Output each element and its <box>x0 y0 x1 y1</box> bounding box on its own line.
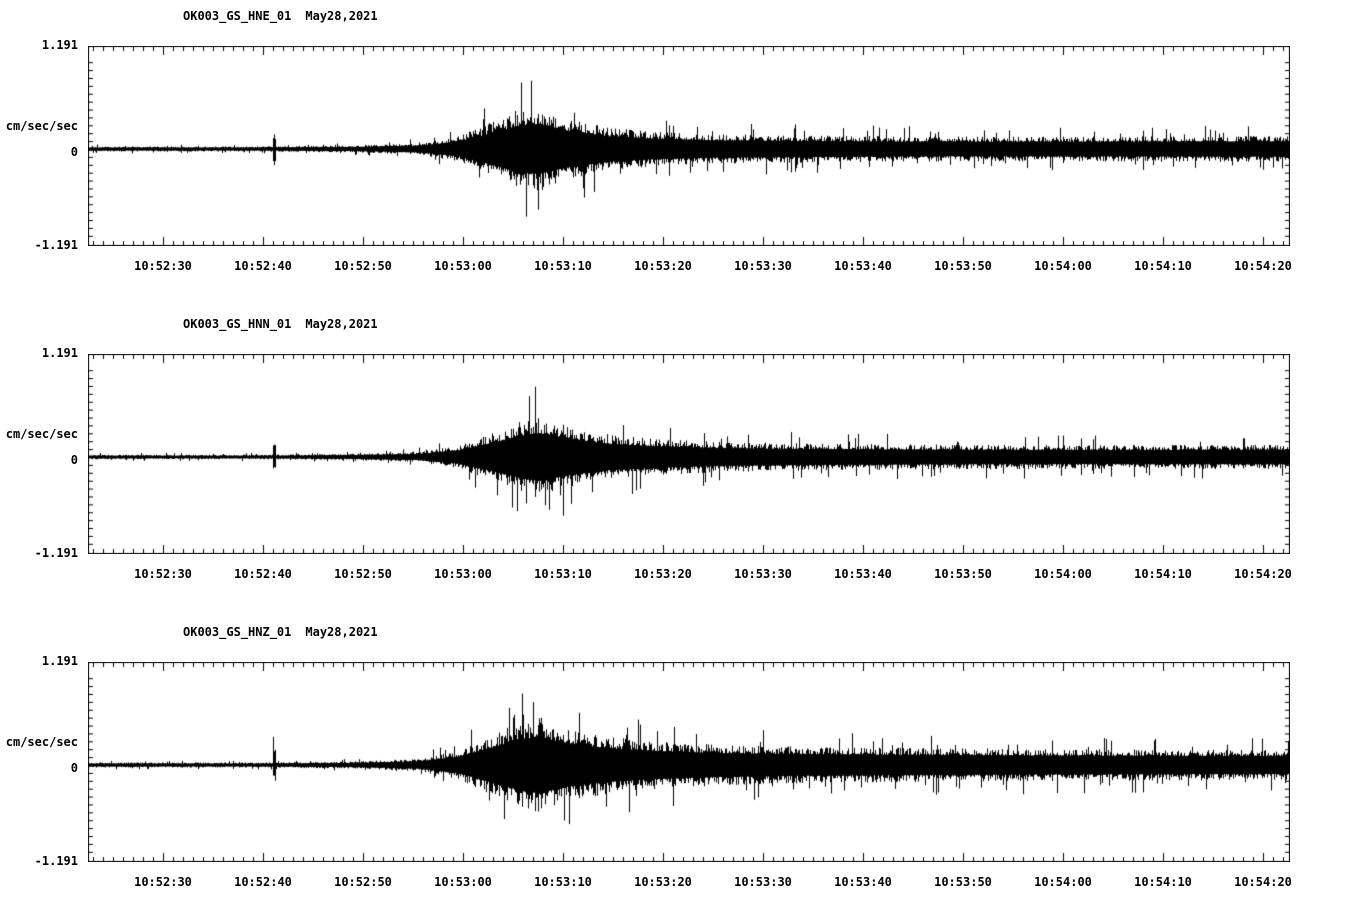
x-tick-label: 10:53:50 <box>934 259 992 273</box>
x-tick-label: 10:52:50 <box>334 567 392 581</box>
x-tick-label: 10:54:10 <box>1134 875 1192 889</box>
x-tick-label: 10:54:20 <box>1234 567 1292 581</box>
y-zero-label: 0 <box>70 761 78 775</box>
y-zero-label: 0 <box>70 453 78 467</box>
x-tick-label: 10:52:30 <box>134 875 192 889</box>
x-tick-label: 10:53:20 <box>634 567 692 581</box>
x-tick-label: 10:52:30 <box>134 567 192 581</box>
x-tick-label: 10:54:10 <box>1134 567 1192 581</box>
station-channel-label: OK003_GS_HNZ_01 <box>183 625 292 639</box>
x-tick-label: 10:54:10 <box>1134 259 1192 273</box>
x-tick-label: 10:53:40 <box>834 875 892 889</box>
x-tick-label: 10:53:00 <box>434 567 492 581</box>
seismogram-canvas <box>88 46 1290 246</box>
x-tick-label: 10:54:20 <box>1234 259 1292 273</box>
x-tick-label: 10:54:00 <box>1034 875 1092 889</box>
x-tick-label: 10:53:10 <box>534 875 592 889</box>
x-tick-label: 10:52:40 <box>234 567 292 581</box>
date-label: May28,2021 <box>305 317 378 331</box>
date-label: May28,2021 <box>305 625 378 639</box>
seismogram-panel-hne: OK003_GS_HNE_01 May28,2021 1.191 cm/sec/s… <box>0 0 1358 308</box>
x-tick-label: 10:54:20 <box>1234 875 1292 889</box>
x-tick-label: 10:53:00 <box>434 875 492 889</box>
station-channel-label: OK003_GS_HNE_01 <box>183 9 292 23</box>
y-max-label: 1.191 <box>41 654 78 668</box>
seismogram-panel-hnn: OK003_GS_HNN_01 May28,2021 1.191 cm/sec/s… <box>0 308 1358 616</box>
seismogram-canvas <box>88 662 1290 862</box>
panel-title: OK003_GS_HNN_01 May28,2021 <box>183 317 378 331</box>
date-label: May28,2021 <box>305 9 378 23</box>
seismogram-canvas <box>88 354 1290 554</box>
x-tick-label: 10:53:50 <box>934 875 992 889</box>
x-tick-label: 10:52:50 <box>334 875 392 889</box>
station-channel-label: OK003_GS_HNN_01 <box>183 317 292 331</box>
x-tick-label: 10:53:40 <box>834 567 892 581</box>
x-tick-label: 10:52:40 <box>234 259 292 273</box>
y-min-label: -1.191 <box>34 854 78 868</box>
panel-title: OK003_GS_HNE_01 May28,2021 <box>183 9 378 23</box>
x-tick-label: 10:54:00 <box>1034 259 1092 273</box>
y-min-label: -1.191 <box>34 238 78 252</box>
x-tick-label: 10:52:30 <box>134 259 192 273</box>
y-zero-label: 0 <box>70 145 78 159</box>
seismogram-panel-hnz: OK003_GS_HNZ_01 May28,2021 1.191 cm/sec/s… <box>0 616 1358 924</box>
x-tick-label: 10:54:00 <box>1034 567 1092 581</box>
x-tick-label: 10:53:30 <box>734 259 792 273</box>
x-tick-label: 10:53:30 <box>734 875 792 889</box>
y-max-label: 1.191 <box>41 346 78 360</box>
y-axis-units-label: cm/sec/sec <box>5 735 78 749</box>
panel-title: OK003_GS_HNZ_01 May28,2021 <box>183 625 378 639</box>
x-tick-label: 10:52:50 <box>334 259 392 273</box>
y-axis-units-label: cm/sec/sec <box>5 427 78 441</box>
x-tick-label: 10:53:10 <box>534 567 592 581</box>
y-min-label: -1.191 <box>34 546 78 560</box>
x-tick-label: 10:53:40 <box>834 259 892 273</box>
y-axis-units-label: cm/sec/sec <box>5 119 78 133</box>
x-tick-label: 10:53:00 <box>434 259 492 273</box>
x-tick-label: 10:53:30 <box>734 567 792 581</box>
x-tick-label: 10:53:10 <box>534 259 592 273</box>
x-tick-label: 10:52:40 <box>234 875 292 889</box>
x-axis-labels: 10:52:30 10:52:40 10:52:50 10:53:00 10:53:10… <box>0 259 1358 275</box>
x-tick-label: 10:53:20 <box>634 875 692 889</box>
x-tick-label: 10:53:50 <box>934 567 992 581</box>
y-max-label: 1.191 <box>41 38 78 52</box>
x-axis-labels: 10:52:30 10:52:40 10:52:50 10:53:00 10:53:10… <box>0 567 1358 583</box>
x-tick-label: 10:53:20 <box>634 259 692 273</box>
x-axis-labels: 10:52:30 10:52:40 10:52:50 10:53:00 10:53:10… <box>0 875 1358 891</box>
